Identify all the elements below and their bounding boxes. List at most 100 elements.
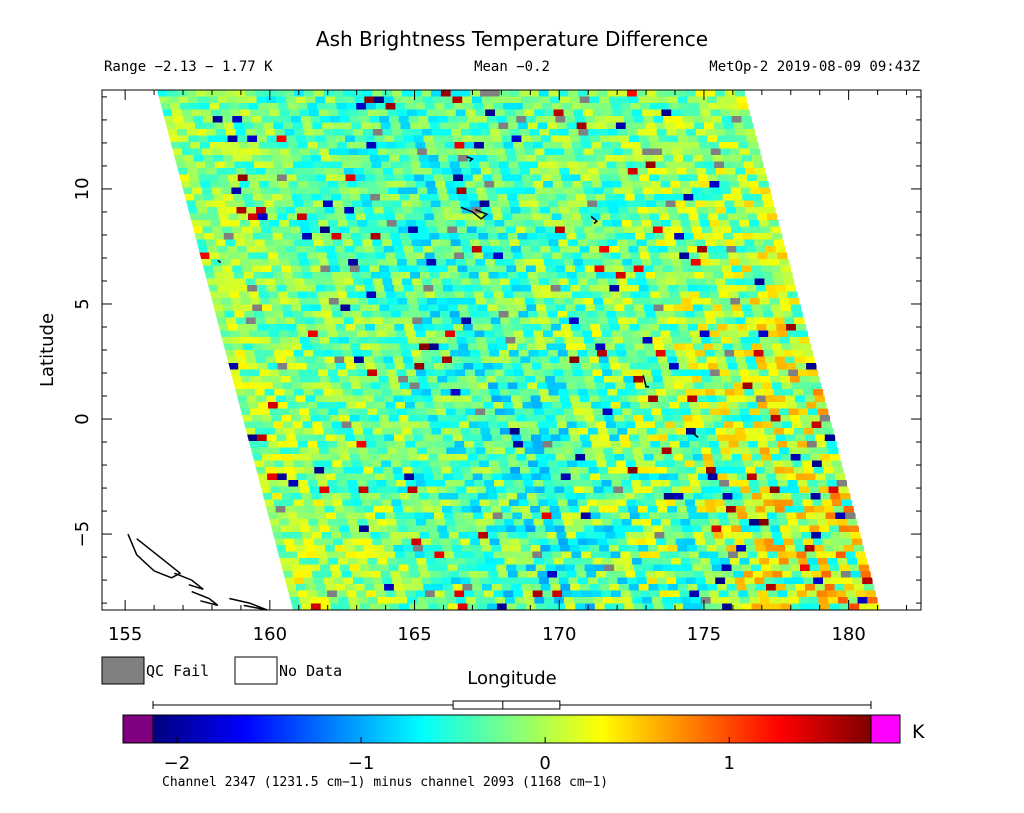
swath-pixel [410, 460, 421, 468]
swath-pixel [478, 122, 490, 130]
swath-pixel [379, 603, 390, 610]
swath-pixel [842, 577, 853, 585]
swath-pixel [460, 350, 471, 357]
swath-pixel [673, 304, 684, 312]
swath-pixel [254, 200, 265, 208]
swath-pixel [303, 538, 315, 546]
swath-pixel [509, 389, 520, 396]
swath-pixel [211, 109, 222, 117]
swath-pixel [689, 103, 700, 110]
swath-pixel [738, 330, 750, 338]
swath-pixel [184, 194, 195, 201]
swath-pixel [408, 116, 419, 123]
swath-pixel [258, 142, 270, 149]
swath-pixel [370, 194, 381, 201]
swath-pixel [817, 558, 829, 565]
swath-pixel [163, 116, 175, 123]
swath-pixel [314, 506, 326, 513]
swath-pixel [618, 356, 629, 364]
swath-pixel [219, 330, 231, 338]
swath-pixel [212, 265, 224, 273]
swath-pixel [682, 376, 693, 383]
swath-pixel [651, 259, 662, 266]
swath-pixel [725, 129, 736, 136]
swath-pixel [292, 532, 303, 539]
swath-pixel [301, 194, 313, 201]
swath-pixel [537, 460, 549, 468]
swath-pixel [770, 226, 781, 234]
swath-pixel [757, 590, 769, 598]
swath-pixel [504, 109, 516, 117]
swath-pixel [835, 512, 846, 520]
swath-pixel [478, 382, 489, 390]
swath-pixel [659, 402, 670, 409]
swath-pixel [298, 519, 309, 526]
swath-pixel [722, 155, 733, 162]
swath-pixel [268, 402, 279, 409]
swath-pixel [462, 246, 473, 253]
swath-pixel [316, 324, 327, 331]
swath-pixel [172, 148, 183, 156]
swath-pixel [377, 597, 389, 604]
swath-pixel [732, 532, 744, 539]
swath-pixel [446, 486, 458, 494]
swath-pixel [591, 103, 602, 110]
swath-pixel [233, 233, 244, 240]
swath-pixel [434, 103, 445, 110]
swath-pixel [557, 499, 569, 507]
swath-pixel [219, 103, 230, 110]
swath-pixel [518, 122, 529, 130]
swath-pixel [219, 252, 230, 260]
swath-pixel [691, 447, 702, 455]
swath-pixel [657, 506, 668, 513]
swath-pixel [380, 272, 392, 279]
swath-pixel [369, 304, 381, 312]
swath-pixel [635, 122, 646, 130]
swath-pixel [596, 161, 608, 169]
swath-pixel [411, 538, 422, 546]
swath-pixel [312, 421, 323, 429]
swath-pixel [388, 376, 399, 383]
swath-pixel [507, 493, 518, 500]
swath-pixel [471, 545, 483, 552]
swath-pixel [679, 252, 690, 260]
swath-pixel [275, 207, 287, 214]
coastline-segment [174, 572, 204, 591]
swath-pixel [511, 545, 522, 552]
swath-pixel [554, 337, 565, 344]
swath-pixel [162, 109, 173, 117]
swath-pixel [811, 571, 822, 578]
swath-pixel [316, 402, 328, 409]
swath-pixel [500, 129, 511, 136]
swath-pixel [268, 181, 280, 188]
swath-pixel [422, 356, 433, 364]
swath-pixel [305, 246, 316, 253]
swath-pixel [347, 330, 358, 338]
swath-pixel [226, 168, 237, 175]
swath-pixel [600, 473, 611, 481]
swath-pixel [181, 109, 193, 117]
swath-pixel [721, 187, 732, 195]
swath-pixel [473, 512, 484, 520]
swath-pixel [570, 135, 581, 143]
swath-pixel [789, 525, 801, 533]
swath-pixel [292, 233, 303, 240]
swath-pixel [323, 389, 334, 396]
swath-pixel [336, 512, 347, 520]
swath-pixel [552, 252, 563, 260]
swath-pixel [348, 148, 359, 156]
swath-pixel [631, 181, 642, 188]
swath-pixel [701, 525, 713, 533]
swath-pixel [194, 233, 205, 240]
swath-pixel [274, 350, 285, 357]
swath-pixel [560, 545, 571, 552]
swath-pixel [353, 577, 364, 585]
swath-pixel [417, 376, 429, 383]
swath-pixel [403, 285, 415, 292]
swath-pixel [417, 187, 428, 195]
swath-pixel [631, 369, 642, 377]
swath-pixel [471, 246, 483, 253]
colorbar-segment [180, 715, 186, 743]
swath-pixel [363, 207, 375, 214]
swath-pixel [286, 96, 297, 104]
